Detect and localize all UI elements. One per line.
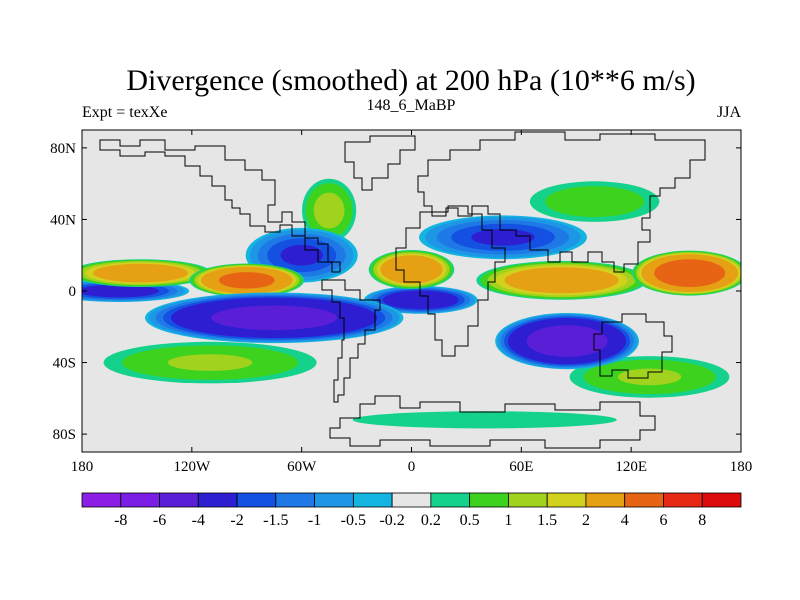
colorbar-swatch xyxy=(236,492,277,508)
field-band-15-6 xyxy=(668,264,711,282)
axis-ticks: 180 120W 60W 0 60E 120E 180 80N 40N 0 40S 80S xyxy=(50,130,752,475)
y-tick-label: 80S xyxy=(53,427,76,443)
field-band-12-6 xyxy=(225,274,268,287)
field-band-10-5 xyxy=(399,294,442,306)
right-string: JJA xyxy=(717,104,741,121)
y-tick-label: 80N xyxy=(50,141,76,157)
x-tick-label: 120E xyxy=(615,459,647,475)
colorbar-swatch xyxy=(197,492,238,508)
colorbar-label: 1 xyxy=(504,512,512,529)
antarctica-outline xyxy=(329,395,656,449)
field-band-1-2 xyxy=(568,193,621,210)
field-band-7-5 xyxy=(92,286,145,296)
y-tick-label: 40S xyxy=(53,356,76,372)
colorbar-swatch xyxy=(275,492,315,508)
field-band-0-1 xyxy=(421,415,549,424)
colorbar-swatch xyxy=(81,492,122,508)
colorbar-label: 8 xyxy=(698,512,706,529)
x-tick-label: 120W xyxy=(173,459,211,475)
colorbar-swatch xyxy=(546,492,587,508)
field-band-5-4 xyxy=(280,244,323,266)
field-band-3-2 xyxy=(617,368,682,386)
colorbar-swatch xyxy=(624,492,664,508)
colorbar-label: -1.5 xyxy=(263,512,288,529)
colorbar-label: -1 xyxy=(308,512,321,529)
colorbar-swatch xyxy=(430,492,471,508)
field-band-13-6 xyxy=(226,308,322,328)
colorbar-label: 2 xyxy=(582,512,590,529)
x-tick-label: 60W xyxy=(287,459,317,475)
colorbar-label: -0.5 xyxy=(341,512,366,529)
colorbar-label: -6 xyxy=(153,512,166,529)
field-band-4-3 xyxy=(318,198,340,223)
colorbar-label: -4 xyxy=(192,512,205,529)
north-america-outline xyxy=(99,139,341,273)
field-band-8-5 xyxy=(114,267,167,279)
x-tick-label: 0 xyxy=(408,459,416,475)
field-band-9-5 xyxy=(529,273,594,288)
y-tick-label: 0 xyxy=(69,284,77,300)
colorbar: -8 -6 -4 -2 -1.5 -1 -0.5 -0.2 0.2 0.5 1 1.5 2 4 6 8 xyxy=(81,492,742,529)
chart-title: Divergence (smoothed) at 200 hPa (10**6 … xyxy=(126,64,695,97)
colorbar-label: 6 xyxy=(659,512,667,529)
colorbar-swatch xyxy=(352,492,393,508)
field-band-14-6 xyxy=(540,330,594,352)
africa-outline xyxy=(395,205,506,357)
colorbar-swatch xyxy=(391,492,432,508)
south-america-outline xyxy=(321,279,381,403)
plot-area: 180 120W 60W 0 60E 120E 180 80N 40N 0 40S 80S xyxy=(50,129,752,475)
colorbar-label: 0.5 xyxy=(460,512,480,529)
greenland-outline xyxy=(344,135,416,191)
colorbar-swatch xyxy=(701,492,742,508)
colorbar-swatch xyxy=(120,492,160,508)
colorbar-swatch xyxy=(508,492,548,508)
colorbar-swatch xyxy=(585,492,626,508)
colorbar-swatch xyxy=(469,492,509,508)
colorbar-label: 4 xyxy=(621,512,629,529)
field-band-6-4 xyxy=(471,229,535,246)
colorbar-swatch xyxy=(314,492,354,508)
field-band-2-2 xyxy=(167,354,253,371)
colorbar-label: 1.5 xyxy=(537,512,557,529)
eurasia-outline xyxy=(417,131,706,273)
colorbar-label: -0.2 xyxy=(379,512,404,529)
colorbar-label: -2 xyxy=(230,512,243,529)
x-tick-label: 180 xyxy=(730,459,753,475)
center-string: 148_6_MaBP xyxy=(367,97,456,114)
colorbar-swatch xyxy=(159,492,199,508)
colorbar-label: -8 xyxy=(114,512,127,529)
colorbar-swatch xyxy=(663,492,703,508)
x-tick-label: 60E xyxy=(509,459,533,475)
left-string: Expt = texXe xyxy=(82,104,167,121)
australia-outline xyxy=(593,313,673,379)
colorbar-label: 0.2 xyxy=(421,512,441,529)
coastline-outline xyxy=(99,131,706,449)
divergence-field xyxy=(82,178,741,429)
y-tick-label: 40N xyxy=(50,212,76,228)
x-tick-label: 180 xyxy=(71,459,94,475)
